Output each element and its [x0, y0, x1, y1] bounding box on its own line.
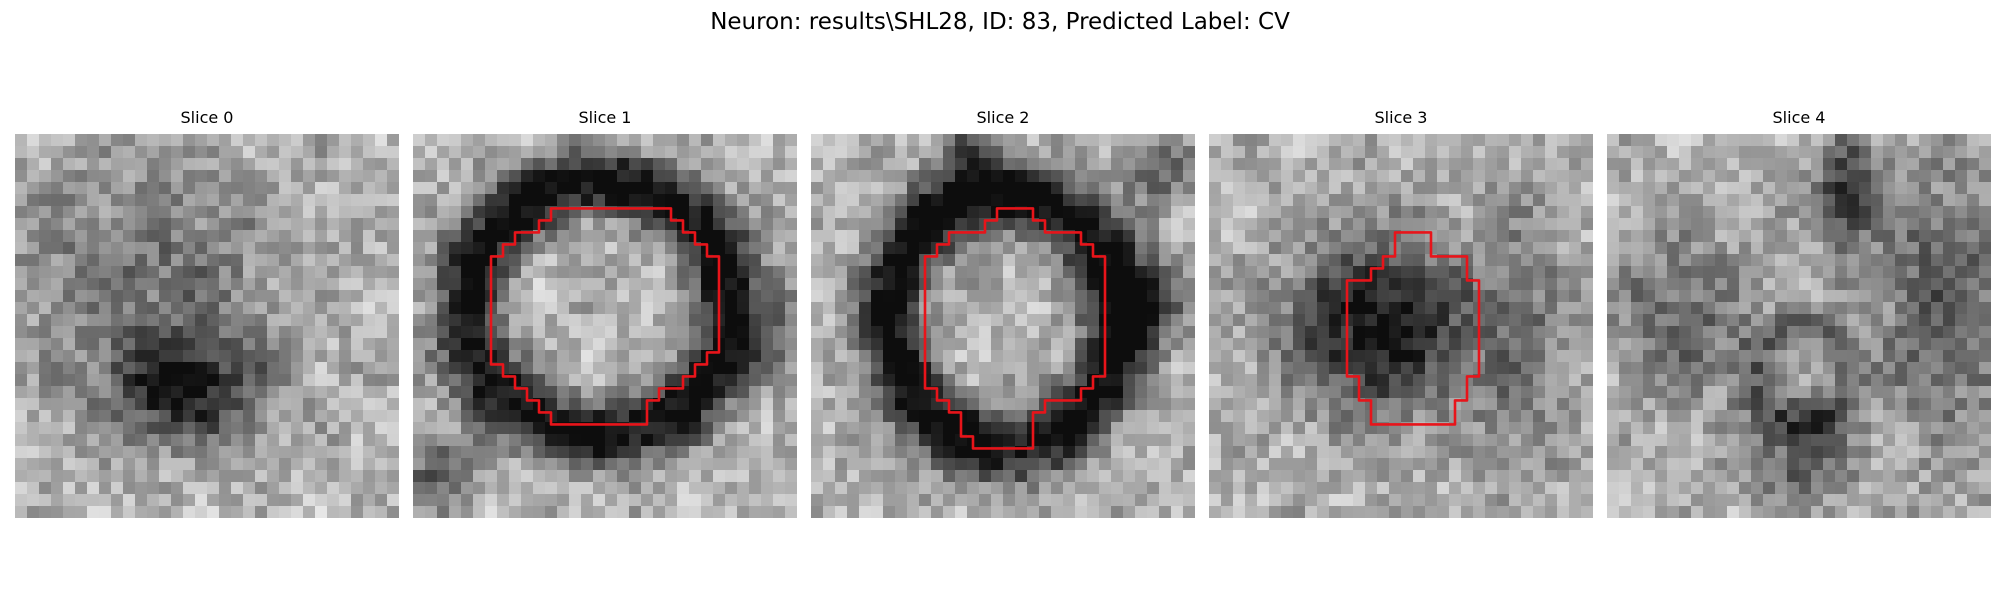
- pixel-grid: [811, 134, 1195, 518]
- slice-title-3: Slice 3: [1374, 108, 1428, 127]
- slice-panel-3: Slice 3: [1209, 108, 1593, 520]
- figure-title: Neuron: results\SHL28, ID: 83, Predicted…: [710, 9, 1290, 35]
- pixel-grid: [1607, 134, 1991, 518]
- slice-image-4: [1607, 134, 1991, 518]
- slice-image-3: [1209, 134, 1593, 518]
- slice-panel-2: Slice 2: [811, 108, 1195, 520]
- pixel-grid: [413, 134, 797, 518]
- slice-image-0: [15, 134, 399, 518]
- slice-title-1: Slice 1: [578, 108, 632, 127]
- pixel-grid: [15, 134, 399, 518]
- slice-title-0: Slice 0: [180, 108, 234, 127]
- slice-image-2: [811, 134, 1195, 518]
- roi-outline-3: [1347, 232, 1479, 424]
- slice-panel-4: Slice 4: [1607, 108, 1991, 520]
- slice-panel-1: Slice 1: [413, 108, 797, 520]
- roi-outline-2: [925, 208, 1105, 448]
- slice-panel-0: Slice 0: [15, 108, 399, 520]
- slice-image-1: [413, 134, 797, 518]
- slice-title-4: Slice 4: [1772, 108, 1826, 127]
- pixel-grid: [1209, 134, 1593, 518]
- slice-title-2: Slice 2: [976, 108, 1030, 127]
- roi-outline-1: [491, 208, 719, 424]
